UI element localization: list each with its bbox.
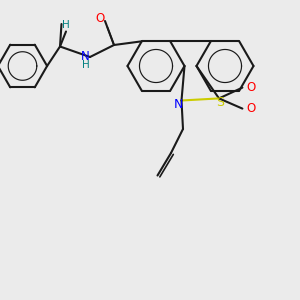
- Text: O: O: [247, 102, 256, 115]
- Text: H: H: [62, 20, 70, 31]
- Text: N: N: [174, 98, 183, 112]
- Text: O: O: [247, 81, 256, 94]
- Text: S: S: [217, 96, 224, 110]
- Text: N: N: [81, 50, 90, 64]
- Text: O: O: [96, 11, 105, 25]
- Text: H: H: [82, 60, 89, 70]
